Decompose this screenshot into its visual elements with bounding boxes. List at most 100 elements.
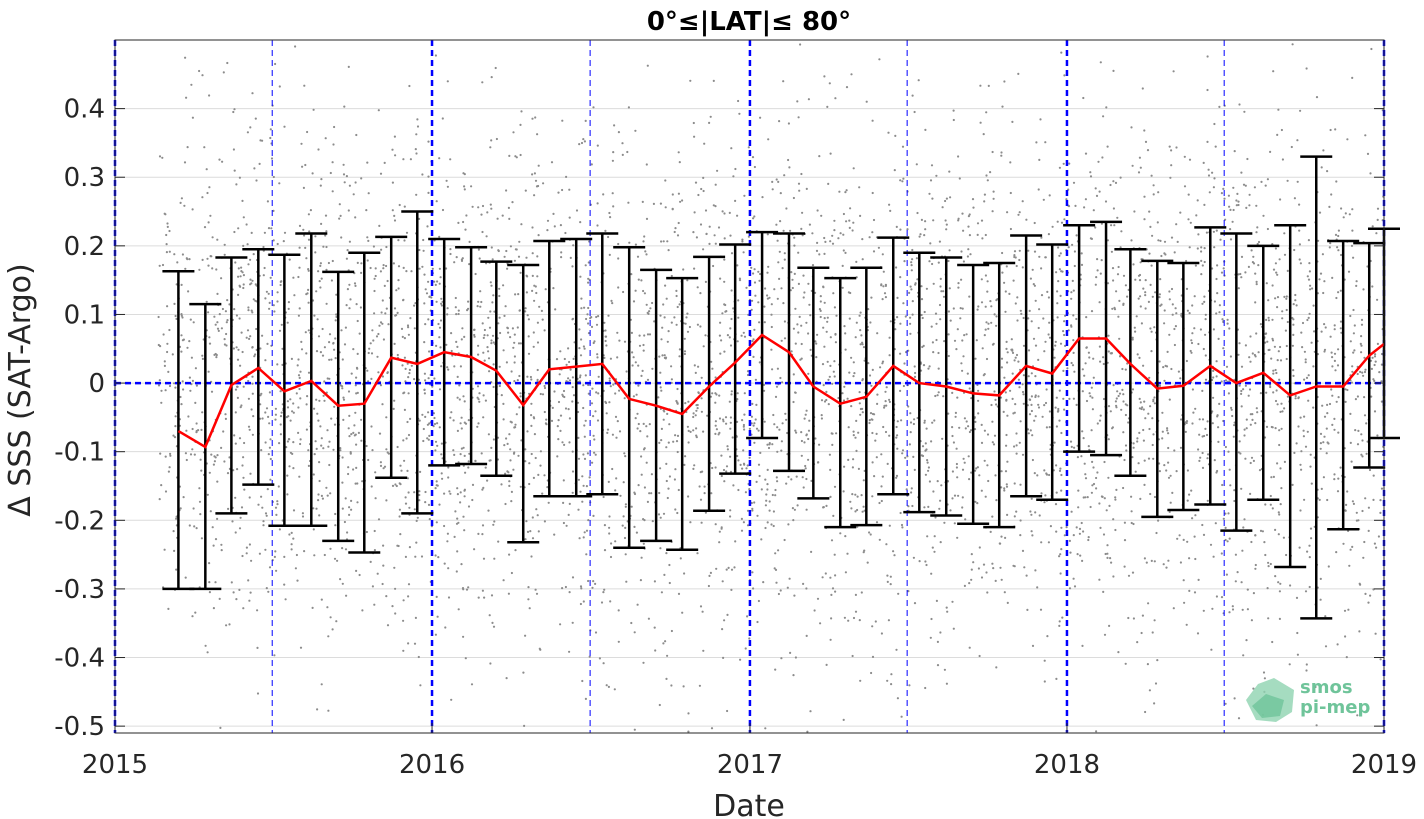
scatter-point [403,337,406,340]
scatter-point [753,422,756,425]
scatter-point [795,431,798,434]
scatter-point [743,413,746,416]
scatter-point [1308,556,1311,559]
scatter-point [978,474,981,477]
scatter-point [241,199,244,202]
scatter-point [261,417,264,420]
scatter-point [255,327,258,331]
scatter-point [859,214,862,217]
scatter-point [753,281,757,284]
scatter-point [1112,69,1115,72]
scatter-point [834,574,837,577]
scatter-point [270,227,273,230]
scatter-point [168,328,171,332]
scatter-point [666,340,669,343]
scatter-point [775,385,779,388]
scatter-point [582,453,585,456]
scatter-point [740,334,743,337]
scatter-point [1095,194,1099,197]
scatter-point [283,555,286,559]
scatter-point [528,607,531,610]
scatter-point [1158,296,1161,299]
scatter-point [1185,420,1189,423]
scatter-point [671,208,674,211]
scatter-point [1349,548,1352,551]
scatter-point [910,269,913,272]
scatter-point [1143,557,1146,560]
scatter-point [665,552,668,555]
scatter-point [663,356,667,359]
y-axis-title: Δ SSS (SAT-Argo) [3,263,38,516]
scatter-point [819,315,822,319]
scatter-point [1013,250,1017,253]
scatter-point [702,345,705,348]
scatter-point [524,538,527,541]
scatter-point [951,426,954,429]
scatter-point [1054,503,1058,506]
scatter-point [861,258,864,261]
scatter-point [1215,229,1218,232]
scatter-point [1213,459,1216,462]
scatter-point [670,381,673,384]
scatter-point [381,375,384,378]
scatter-point [477,300,480,303]
scatter-point [613,124,616,127]
scatter-point [1124,403,1127,406]
scatter-point [686,330,690,333]
x-axis-title: Date [713,789,785,819]
scatter-point [432,412,435,415]
scatter-point [203,146,206,149]
scatter-point [1044,340,1047,343]
scatter-point [657,396,660,399]
scatter-point [588,476,591,479]
scatter-point [1259,529,1263,533]
scatter-point [292,402,295,405]
scatter-point [1064,344,1067,347]
scatter-point [718,334,722,337]
scatter-point [300,340,303,343]
scatter-point [262,520,265,523]
scatter-point [539,464,542,467]
scatter-point [1307,399,1310,402]
scatter-point [1335,400,1338,403]
scatter-point [1373,363,1376,367]
scatter-point [1135,315,1138,318]
scatter-point [512,131,515,134]
scatter-point [673,316,676,319]
scatter-point [341,507,344,510]
scatter-point [344,548,348,551]
scatter-point [315,507,318,510]
scatter-point [213,455,216,458]
scatter-point [1246,608,1249,611]
scatter-point [1368,468,1372,472]
scatter-point [180,283,183,286]
scatter-point [1301,346,1304,349]
scatter-point [513,451,516,454]
scatter-point [172,530,175,533]
scatter-point [1323,348,1327,351]
scatter-point [379,461,382,464]
scatter-point [427,175,430,178]
scatter-point [1044,141,1047,144]
scatter-point [980,576,984,579]
scatter-point [1081,559,1084,563]
scatter-point [1190,339,1193,342]
scatter-point [572,357,575,360]
scatter-point [729,421,732,424]
scatter-point [208,562,211,565]
scatter-point [1336,246,1339,249]
scatter-point [976,233,979,236]
scatter-point [396,544,399,547]
scatter-point [164,490,168,493]
scatter-point [608,379,611,382]
scatter-point [486,346,489,349]
scatter-point [464,657,467,660]
scatter-point [463,495,466,498]
scatter-point [1339,320,1343,323]
scatter-point [736,392,739,395]
scatter-point [607,235,610,239]
scatter-point [949,509,952,512]
scatter-point [307,269,310,272]
scatter-point [276,363,279,366]
scatter-point [872,250,876,253]
